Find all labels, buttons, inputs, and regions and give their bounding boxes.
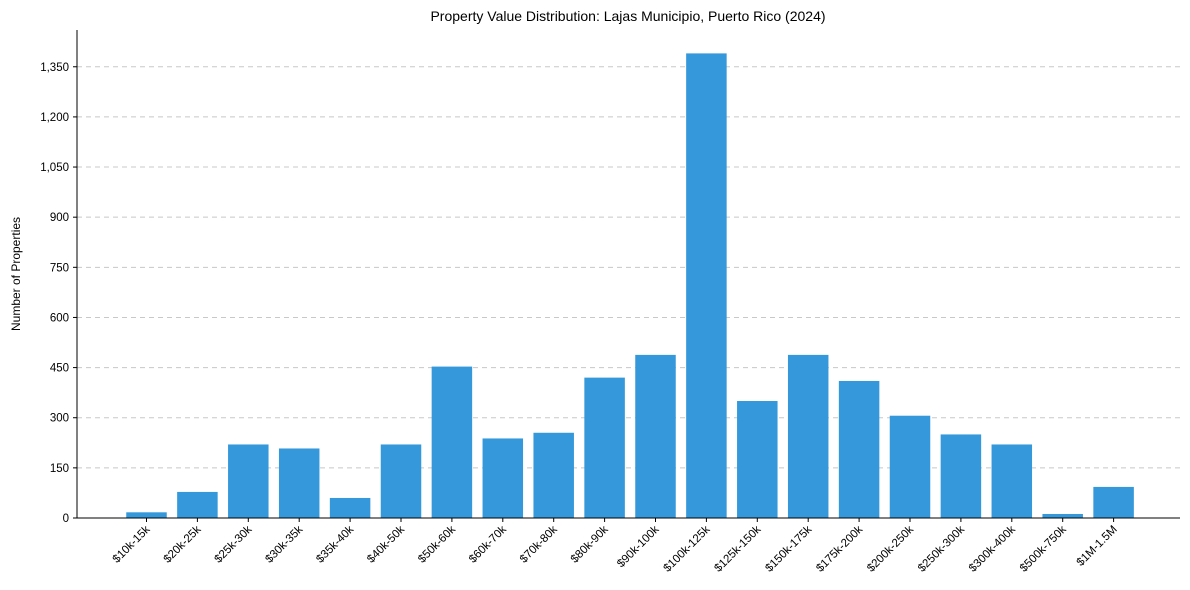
- x-tick-label: $90k-100k: [615, 523, 662, 570]
- x-tick-label: $35k-40k: [314, 523, 356, 565]
- bar: [991, 444, 1033, 518]
- y-tick-label: 1,050: [40, 162, 69, 174]
- x-tick-label: $25k-30k: [212, 523, 254, 565]
- y-tick-label: 1,200: [40, 112, 69, 124]
- bar: [889, 415, 931, 518]
- y-axis-label: Number of Properties: [9, 217, 23, 331]
- x-tick-label: $70k-80k: [518, 523, 560, 565]
- x-tick-label: $200k-250k: [865, 523, 916, 574]
- bar: [940, 434, 982, 518]
- x-tick-label: $50k-60k: [416, 523, 458, 565]
- y-tick-label: 300: [50, 413, 69, 425]
- y-tick-label: 750: [50, 262, 69, 274]
- y-tick-label: 1,350: [40, 62, 69, 74]
- x-tick-label: $30k-35k: [263, 523, 305, 565]
- x-tick-label: $500k-750k: [1018, 523, 1069, 574]
- x-tick-label: $40k-50k: [365, 523, 407, 565]
- bar: [126, 512, 167, 518]
- y-tick-label: 600: [50, 312, 69, 324]
- bar: [278, 448, 320, 518]
- x-tick-label: $80k-90k: [569, 523, 611, 565]
- x-tick-label: $10k-15k: [111, 523, 153, 565]
- bar: [329, 497, 371, 518]
- bar: [838, 380, 880, 518]
- y-tick-label: 450: [50, 363, 69, 375]
- bar: [482, 438, 524, 518]
- bar: [533, 432, 574, 518]
- x-tick-label: $60k-70k: [467, 523, 509, 565]
- x-tick-label: $100k-125k: [662, 523, 713, 574]
- y-tick-label: 900: [50, 212, 69, 224]
- bar: [635, 354, 676, 518]
- axes-layer: [76, 30, 1180, 519]
- bar: [584, 377, 625, 518]
- bar: [686, 53, 727, 519]
- y-tick-label: 150: [50, 463, 69, 475]
- bar: [177, 491, 218, 518]
- x-tick-label: $300k-400k: [967, 523, 1018, 574]
- bar: [787, 354, 829, 518]
- chart-title: Property Value Distribution: Lajas Munic…: [430, 8, 825, 24]
- x-tick-label: $150k-175k: [763, 523, 814, 574]
- x-tick-label: $1M-1.5M: [1075, 524, 1120, 569]
- y-tick-label: 0: [63, 513, 69, 525]
- bar: [1093, 486, 1134, 518]
- bar: [737, 401, 778, 518]
- grid-layer: [77, 66, 1180, 469]
- bar: [431, 366, 473, 518]
- x-tick-label: $125k-150k: [712, 523, 763, 574]
- bars-layer: [126, 53, 1134, 519]
- bar: [380, 444, 422, 518]
- x-tick-label: $250k-300k: [916, 523, 967, 574]
- x-tick-label: $175k-200k: [814, 523, 865, 574]
- x-tick-label: $20k-25k: [162, 523, 204, 565]
- bar: [1042, 513, 1083, 518]
- bar: [228, 444, 269, 518]
